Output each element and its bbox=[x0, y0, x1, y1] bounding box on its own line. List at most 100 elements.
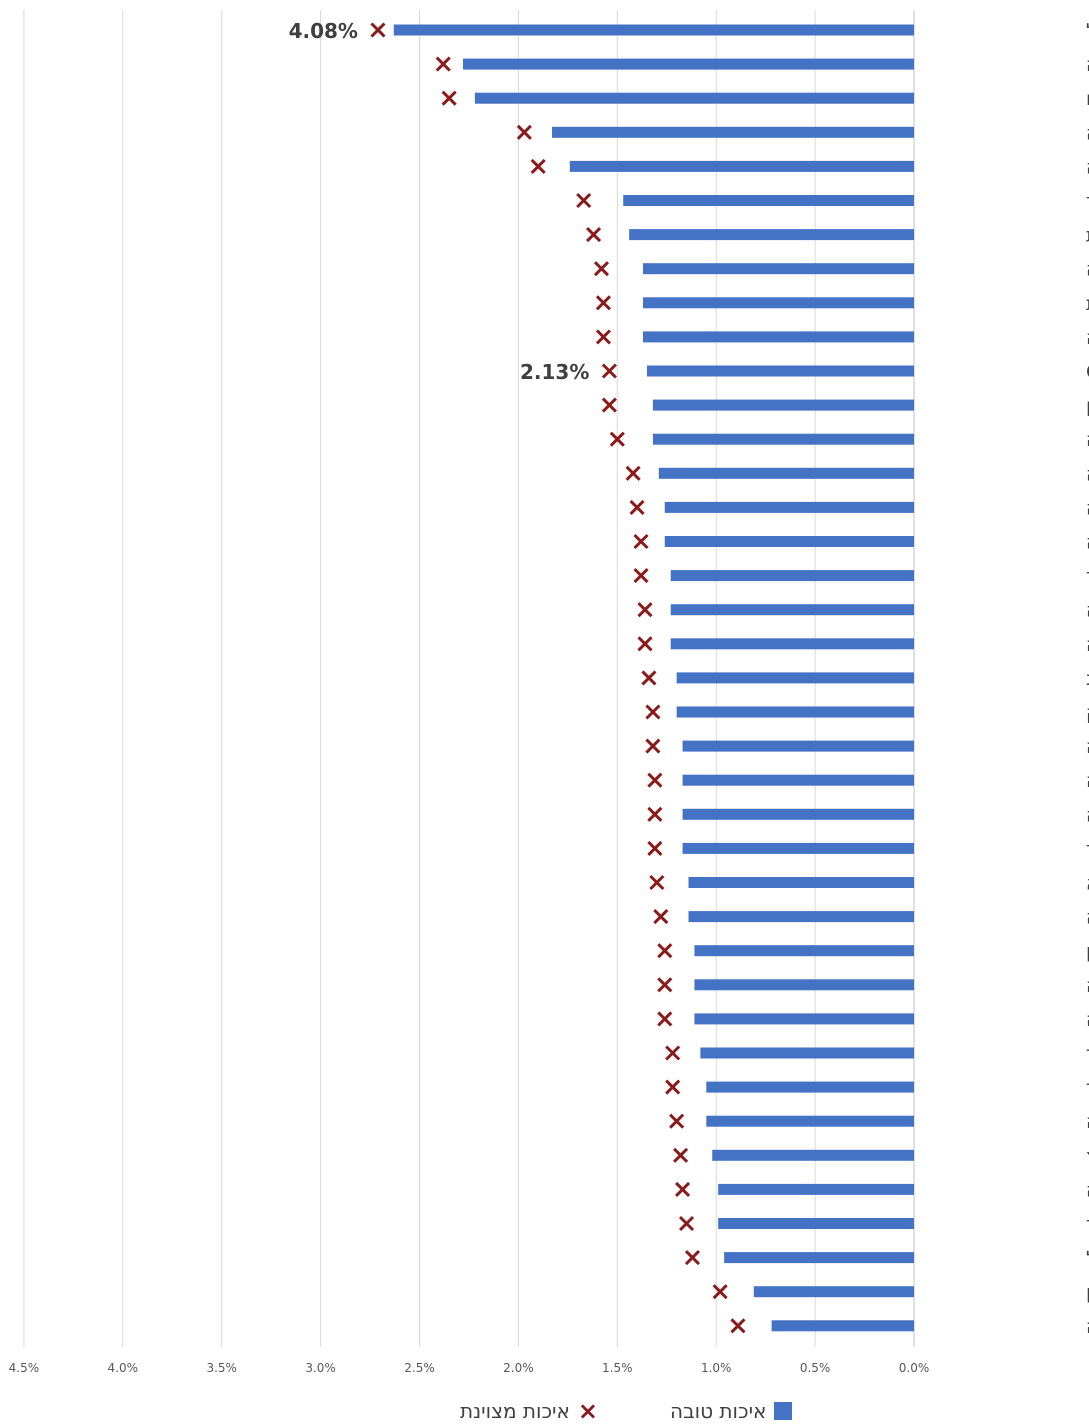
bars-good-quality bbox=[393, 24, 914, 1332]
x-marker bbox=[601, 363, 617, 379]
category-label: פינלנד bbox=[1086, 1077, 1089, 1099]
x-tick-label: 0.5% bbox=[800, 1361, 831, 1375]
bar bbox=[712, 1149, 914, 1161]
bar bbox=[694, 979, 914, 991]
bar bbox=[688, 911, 914, 923]
bar bbox=[652, 399, 914, 411]
category-label: בלגיה bbox=[1086, 327, 1089, 349]
x-marker bbox=[665, 1045, 681, 1061]
x-marker bbox=[657, 977, 673, 993]
x-marker bbox=[435, 56, 451, 72]
x-marker bbox=[586, 227, 602, 243]
bar bbox=[718, 1183, 914, 1195]
bar bbox=[694, 1013, 914, 1025]
x-marker bbox=[609, 431, 625, 447]
bar bbox=[670, 604, 914, 616]
category-label: סלובניה bbox=[1086, 907, 1089, 929]
x-marker bbox=[530, 158, 546, 174]
bar bbox=[682, 842, 914, 854]
bar bbox=[670, 638, 914, 650]
bar bbox=[552, 126, 914, 138]
bar bbox=[664, 501, 914, 513]
x-tick-label: 1.0% bbox=[701, 1361, 732, 1375]
category-label: נורווגיה bbox=[1086, 736, 1089, 758]
category-label: מקסיקו bbox=[1086, 88, 1089, 110]
x-marker bbox=[678, 1215, 695, 1232]
bar bbox=[688, 877, 914, 888]
x-tick-label: 3.0% bbox=[305, 1361, 336, 1375]
bar bbox=[694, 945, 914, 957]
legend-item-excellent: × איכות מצוינת bbox=[460, 1398, 598, 1424]
bar bbox=[718, 1218, 914, 1229]
category-label: אוסטריה bbox=[1086, 975, 1089, 997]
category-label: פורטוגל bbox=[1086, 1248, 1089, 1270]
x-tick-label: 1.5% bbox=[602, 1361, 633, 1375]
bar bbox=[706, 1081, 914, 1093]
legend-x-icon: × bbox=[577, 1397, 599, 1425]
bar bbox=[658, 467, 914, 479]
x-marker bbox=[657, 1011, 673, 1027]
x-tick-label: 4.5% bbox=[9, 1361, 40, 1375]
bar bbox=[682, 740, 914, 752]
category-label: איטליה bbox=[1086, 1179, 1089, 1201]
x-marker bbox=[649, 874, 665, 891]
x-marker bbox=[645, 704, 661, 720]
bar bbox=[670, 570, 914, 582]
bar bbox=[771, 1320, 914, 1332]
category-label: ארצות־הברית bbox=[1086, 293, 1089, 315]
bar bbox=[664, 536, 914, 547]
x-marker bbox=[601, 397, 617, 413]
x-marker bbox=[730, 1318, 746, 1334]
x-tick-label: 3.5% bbox=[206, 1361, 237, 1375]
bar bbox=[724, 1252, 914, 1264]
x-marker bbox=[657, 943, 673, 959]
category-label: צרפת bbox=[1086, 225, 1089, 247]
category-label: ניו־זילנד bbox=[1086, 566, 1089, 588]
x-marker bbox=[595, 295, 612, 311]
x-marker bbox=[647, 772, 663, 788]
x-marker bbox=[633, 533, 649, 550]
bar bbox=[474, 92, 914, 104]
category-label: קוריאה bbox=[1086, 1316, 1089, 1338]
bar bbox=[652, 433, 914, 445]
x-marker bbox=[637, 636, 653, 652]
legend-square-icon bbox=[774, 1402, 793, 1420]
bar bbox=[646, 365, 914, 377]
annotations: 4.08% 2.13% bbox=[289, 19, 590, 384]
x-marker bbox=[684, 1250, 701, 1266]
bar bbox=[682, 808, 914, 820]
bar bbox=[682, 774, 914, 786]
category-label: ישראל bbox=[1086, 20, 1089, 42]
x-marker bbox=[673, 1147, 689, 1163]
category-label: קנדה bbox=[1086, 1009, 1089, 1031]
x-marker bbox=[633, 568, 649, 584]
bar bbox=[623, 195, 914, 206]
x-marker bbox=[669, 1113, 685, 1129]
category-label: איסלנד bbox=[1086, 838, 1089, 860]
category-label: צ׳ילה bbox=[1086, 259, 1089, 281]
bar bbox=[676, 672, 914, 684]
x-marker bbox=[441, 90, 457, 106]
category-label: גרמניה bbox=[1086, 1111, 1089, 1133]
x-marker bbox=[641, 670, 657, 686]
category-label: שווייץ bbox=[1086, 1145, 1089, 1167]
category-label: אסטוניה bbox=[1086, 770, 1089, 792]
x-marker bbox=[516, 124, 532, 140]
category-label: פולין bbox=[1086, 395, 1089, 417]
category-label: אירלנד bbox=[1086, 191, 1089, 213]
category-label: קוסטה־ריקה bbox=[1086, 156, 1089, 178]
category-label: ספרד bbox=[1086, 1214, 1089, 1236]
category-label: יפן bbox=[1086, 1282, 1089, 1304]
x-tick-label: 0.0% bbox=[899, 1361, 930, 1375]
bar bbox=[753, 1286, 914, 1298]
x-marker bbox=[653, 909, 669, 925]
x-marker bbox=[370, 22, 386, 38]
category-label: יוון bbox=[1086, 941, 1089, 963]
category-label: ליטא bbox=[1086, 873, 1089, 895]
x-marker bbox=[629, 499, 645, 515]
legend: איכות טובה × איכות מצוינת bbox=[0, 1398, 1089, 1424]
category-label: צ׳כיה bbox=[1086, 600, 1089, 622]
value-annotation: 4.08% bbox=[289, 19, 358, 43]
bar bbox=[463, 58, 914, 70]
